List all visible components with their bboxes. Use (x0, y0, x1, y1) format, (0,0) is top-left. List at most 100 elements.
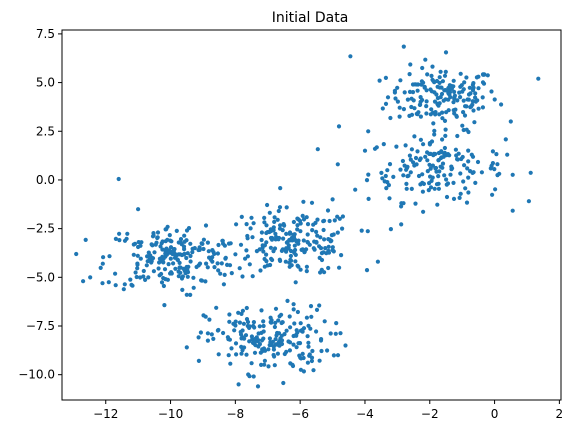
data-point (138, 256, 143, 261)
data-point (510, 208, 515, 213)
data-point (307, 242, 312, 247)
data-point (340, 214, 345, 219)
data-point (398, 167, 403, 172)
data-point (207, 317, 212, 322)
data-point (291, 232, 296, 238)
data-point (456, 151, 461, 156)
y-axis: −10.0 −7.5 −5.0 −2.5 0.0 2.5 5.0 7.5 (18, 27, 62, 382)
data-point (458, 71, 463, 76)
data-point (399, 222, 404, 227)
data-point (311, 368, 316, 373)
data-point (295, 309, 300, 315)
data-point (301, 199, 306, 204)
data-point (423, 57, 428, 62)
x-tick-label: 2 (556, 407, 564, 421)
data-point (266, 364, 271, 369)
data-point (240, 274, 245, 279)
data-point (182, 239, 187, 244)
data-point (206, 249, 211, 254)
data-point (322, 319, 327, 324)
data-point (460, 123, 465, 128)
data-point (272, 215, 277, 220)
data-point (150, 234, 156, 239)
data-point (401, 107, 406, 112)
data-point (476, 86, 481, 91)
data-point (281, 236, 286, 241)
data-point (288, 361, 293, 366)
data-point (439, 85, 444, 90)
data-point (273, 306, 279, 311)
data-point (250, 274, 255, 279)
data-point (385, 95, 391, 100)
data-point (489, 89, 494, 94)
data-point (304, 269, 309, 274)
data-point (466, 97, 471, 102)
data-point (326, 250, 332, 255)
data-point (317, 303, 322, 308)
x-tick-label: −10 (158, 407, 183, 421)
data-point (121, 287, 126, 292)
data-point (489, 163, 494, 168)
data-point (455, 98, 460, 103)
data-point (291, 302, 296, 307)
data-point (408, 157, 413, 162)
data-point (201, 246, 206, 252)
data-point (176, 274, 181, 279)
data-point (182, 251, 187, 256)
data-point (526, 199, 532, 204)
data-point (404, 181, 409, 186)
data-point (223, 255, 228, 260)
data-point (453, 107, 458, 112)
data-point (436, 157, 441, 163)
data-point (425, 158, 430, 163)
data-point (288, 253, 293, 259)
data-point (436, 186, 441, 191)
data-point (278, 186, 283, 191)
data-point (268, 340, 273, 345)
data-point (259, 308, 264, 313)
data-point (245, 254, 250, 259)
data-point (273, 342, 279, 347)
data-point (406, 173, 411, 178)
data-point (464, 75, 469, 80)
data-point (295, 227, 300, 232)
data-point (453, 147, 458, 152)
data-point (205, 240, 210, 245)
data-point (385, 180, 390, 185)
data-point (436, 174, 441, 179)
data-point (333, 331, 338, 336)
data-point (252, 350, 258, 355)
data-point (266, 347, 271, 352)
data-point (171, 261, 176, 266)
data-point (454, 113, 459, 118)
data-point (238, 242, 244, 247)
data-point (113, 283, 118, 288)
data-point (175, 257, 180, 262)
data-point (444, 177, 449, 182)
data-point (276, 235, 282, 241)
data-point (226, 241, 232, 246)
data-point (290, 363, 296, 369)
data-point (440, 161, 446, 166)
data-point (243, 256, 248, 261)
data-point (473, 180, 478, 185)
data-point (439, 149, 444, 154)
data-point (490, 192, 495, 197)
data-point (116, 176, 121, 182)
data-point (122, 282, 127, 287)
data-point (315, 233, 320, 238)
y-tick-label: −10.0 (18, 368, 55, 382)
data-point (272, 354, 277, 359)
data-point (366, 172, 371, 177)
data-point (380, 176, 385, 181)
data-point (242, 336, 247, 341)
data-point (466, 129, 471, 135)
data-point (408, 62, 413, 67)
data-point (301, 238, 306, 243)
data-point (353, 187, 358, 192)
data-point (466, 159, 471, 164)
data-point (270, 235, 275, 241)
data-point (322, 237, 327, 242)
data-point (413, 201, 418, 206)
